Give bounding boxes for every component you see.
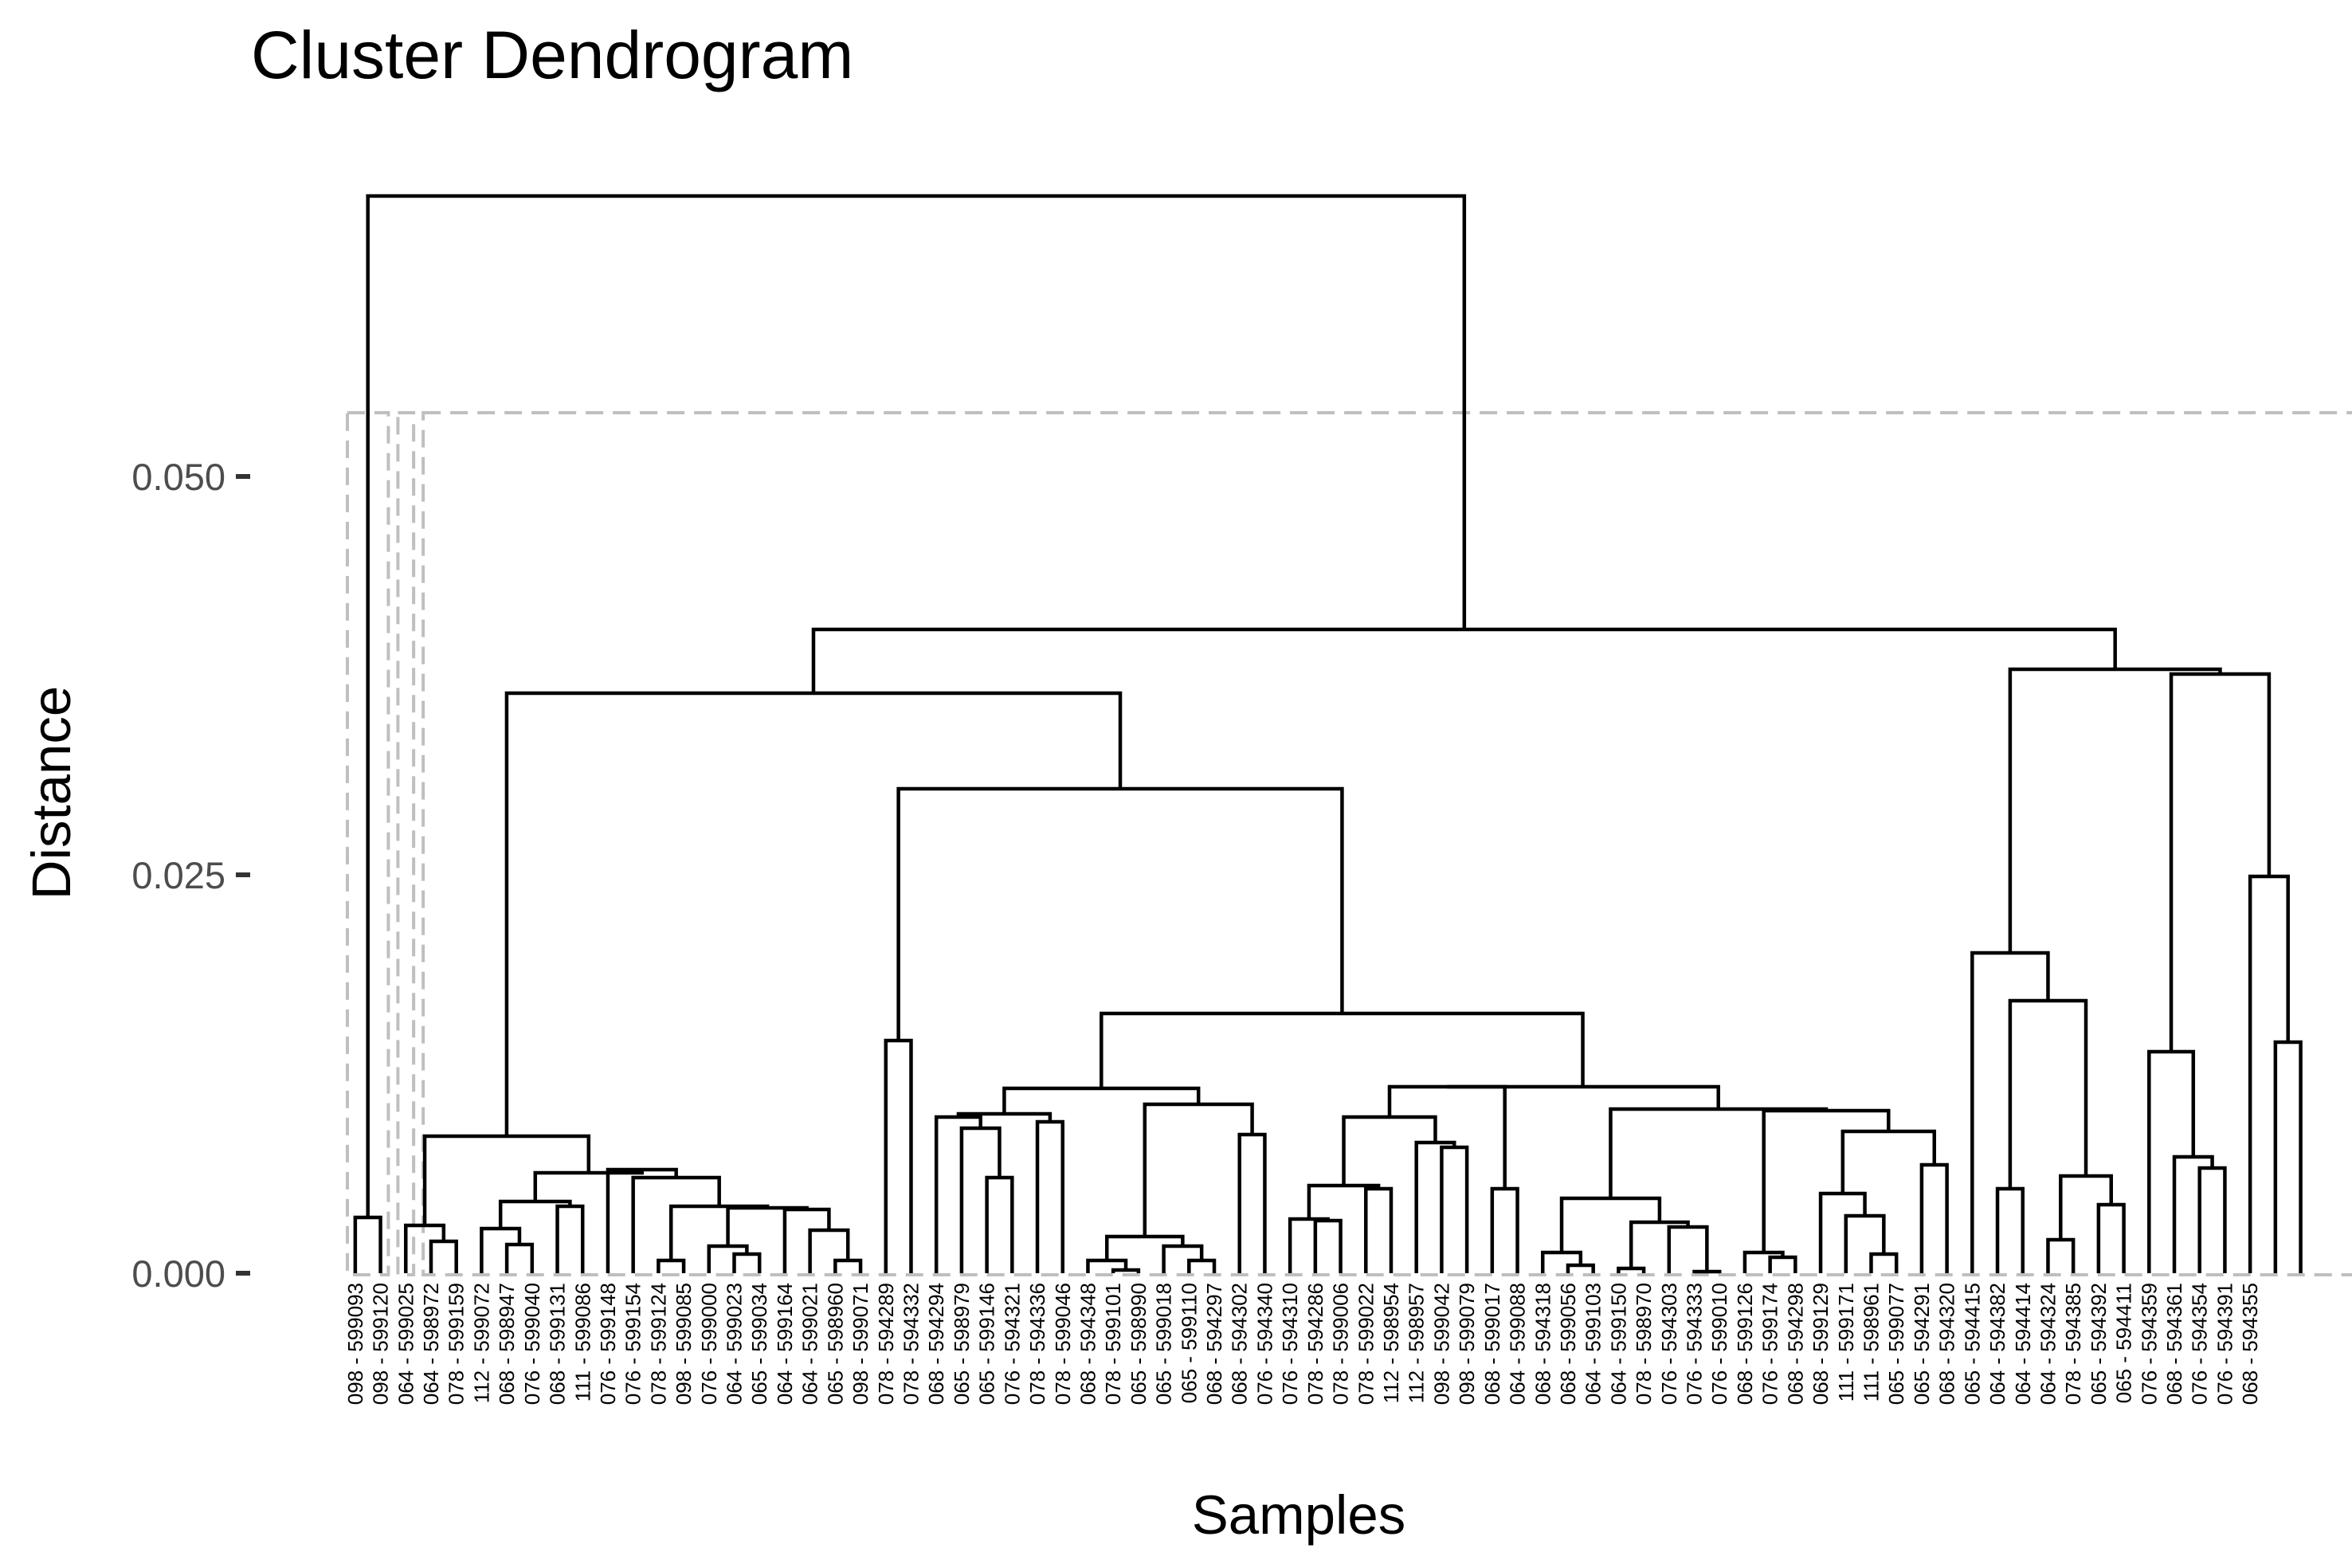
y-tick-label: 0.050	[131, 456, 225, 498]
y-tick-label: 0.000	[131, 1252, 225, 1295]
leaf-label-74: 076 - 594354	[2188, 1283, 2212, 1405]
leaf-label-20: 065 - 598960	[823, 1283, 847, 1405]
leaf-label-3: 064 - 599025	[394, 1283, 417, 1405]
leaf-label-35: 068 - 594297	[1202, 1283, 1226, 1405]
leaf-label-34: 065 - 599110	[1177, 1283, 1201, 1403]
leaf-label-51: 064 - 599150	[1606, 1283, 1630, 1405]
leaf-label-61: 111 - 598961	[1859, 1283, 1883, 1401]
leaf-label-10: 111 - 599086	[570, 1283, 594, 1401]
leaf-label-60: 111 - 599171	[1834, 1283, 1858, 1401]
leaf-label-42: 112 - 598954	[1379, 1283, 1403, 1403]
leaf-label-6: 112 - 599072	[469, 1283, 493, 1403]
leaf-label-75: 076 - 594391	[2213, 1283, 2236, 1405]
leaf-label-70: 065 - 594392	[2087, 1283, 2111, 1405]
leaf-label-40: 078 - 599006	[1329, 1283, 1353, 1405]
leaf-label-58: 068 - 594298	[1783, 1283, 1807, 1405]
branch-n77	[366, 194, 1467, 1217]
leaf-label-62: 065 - 599077	[1884, 1283, 1908, 1405]
leaf-label-56: 068 - 599126	[1733, 1283, 1757, 1405]
leaf-label-27: 076 - 594321	[1000, 1283, 1024, 1405]
leaf-label-24: 068 - 594294	[924, 1283, 948, 1405]
leaf-label-25: 065 - 598979	[950, 1283, 974, 1405]
leaf-label-63: 065 - 594291	[1910, 1283, 1934, 1405]
cluster-cut-box-1	[346, 411, 390, 1276]
leaf-label-41: 078 - 599022	[1354, 1283, 1378, 1405]
x-axis-title: Samples	[1192, 1484, 1405, 1546]
leaf-label-76: 068 - 594355	[2238, 1283, 2262, 1405]
leaf-label-19: 064 - 599021	[798, 1283, 822, 1405]
leaf-label-50: 064 - 599103	[1582, 1283, 1605, 1405]
leaf-label-18: 064 - 599164	[773, 1283, 797, 1405]
leaf-label-49: 068 - 599056	[1556, 1283, 1580, 1405]
leaf-label-28: 078 - 594336	[1025, 1283, 1049, 1405]
leaf-label-72: 076 - 594359	[2137, 1283, 2161, 1405]
leaf-label-16: 064 - 599023	[723, 1283, 747, 1405]
leaf-label-23: 078 - 594332	[899, 1283, 923, 1405]
cluster-cut-box-2	[396, 411, 416, 1276]
branch-n46	[1692, 1269, 1722, 1274]
leaf-label-43: 112 - 598957	[1405, 1283, 1429, 1403]
cluster-cut-boxes	[346, 411, 2352, 1276]
leaf-label-67: 064 - 594414	[2011, 1283, 2035, 1405]
leaf-labels: 098 - 599093 098 - 599120 064 - 599025 064 …	[343, 1283, 2262, 1405]
branch-n59	[1447, 1084, 1720, 1109]
leaf-label-66: 064 - 594382	[1985, 1283, 2009, 1405]
leaf-label-65: 065 - 594415	[1960, 1283, 1984, 1405]
leaf-label-26: 065 - 599146	[975, 1283, 999, 1405]
leaf-label-30: 068 - 594348	[1076, 1283, 1100, 1405]
leaf-label-45: 098 - 599079	[1455, 1283, 1479, 1405]
leaf-label-13: 078 - 599124	[646, 1283, 670, 1405]
leaf-label-46: 068 - 599017	[1480, 1283, 1504, 1405]
leaf-label-39: 078 - 594286	[1303, 1283, 1327, 1405]
dendrogram-branches	[353, 194, 2303, 1274]
leaf-label-2: 098 - 599120	[369, 1283, 393, 1405]
leaf-label-48: 068 - 594318	[1531, 1283, 1554, 1405]
leaf-label-33: 065 - 599018	[1152, 1283, 1176, 1405]
leaf-label-21: 098 - 599071	[849, 1283, 872, 1405]
leaf-label-38: 076 - 594310	[1278, 1283, 1302, 1405]
leaf-label-8: 076 - 599040	[520, 1283, 544, 1405]
leaf-label-68: 064 - 594324	[2036, 1283, 2060, 1405]
leaf-label-52: 078 - 598970	[1632, 1283, 1656, 1405]
leaf-label-64: 068 - 594320	[1935, 1283, 1959, 1405]
y-axis: 0.000 0.025 0.050	[131, 456, 250, 1295]
leaf-label-15: 076 - 599000	[697, 1283, 721, 1405]
leaf-label-17: 065 - 599034	[747, 1283, 771, 1405]
leaf-label-53: 076 - 594303	[1657, 1283, 1681, 1405]
leaf-label-31: 078 - 599101	[1101, 1283, 1125, 1405]
leaf-label-59: 068 - 599129	[1809, 1283, 1833, 1405]
chart-title: Cluster Dendrogram	[251, 18, 853, 92]
leaf-label-29: 078 - 599046	[1051, 1283, 1075, 1405]
leaf-label-54: 076 - 594333	[1683, 1283, 1707, 1405]
leaf-label-9: 068 - 599131	[546, 1283, 570, 1405]
leaf-label-36: 068 - 594302	[1228, 1283, 1252, 1405]
leaf-label-7: 068 - 598947	[495, 1283, 519, 1405]
leaf-label-57: 076 - 599174	[1758, 1283, 1782, 1405]
y-axis-title: Distance	[21, 686, 82, 900]
leaf-label-4: 064 - 598972	[419, 1283, 443, 1405]
leaf-label-14: 098 - 599085	[672, 1283, 696, 1405]
leaf-label-47: 064 - 599088	[1506, 1283, 1530, 1405]
leaf-label-71: 065 - 594411	[2112, 1283, 2136, 1403]
leaf-label-73: 068 - 594361	[2162, 1283, 2186, 1405]
leaf-label-69: 078 - 594385	[2061, 1283, 2085, 1405]
y-tick-label: 0.025	[131, 854, 225, 896]
leaf-label-1: 098 - 599093	[343, 1283, 367, 1405]
leaf-label-44: 098 - 599042	[1429, 1283, 1453, 1405]
leaf-label-32: 065 - 598990	[1127, 1283, 1151, 1405]
cluster-cut-box-3	[421, 411, 2352, 1276]
leaf-label-37: 076 - 594340	[1252, 1283, 1276, 1405]
leaf-label-22: 078 - 594289	[874, 1283, 898, 1405]
branch-n42	[1387, 1084, 1507, 1189]
leaf-label-11: 076 - 599148	[596, 1283, 620, 1405]
leaf-label-12: 076 - 599154	[621, 1283, 645, 1405]
leaf-label-55: 076 - 599010	[1707, 1283, 1731, 1405]
leaf-label-5: 078 - 599159	[445, 1283, 468, 1405]
